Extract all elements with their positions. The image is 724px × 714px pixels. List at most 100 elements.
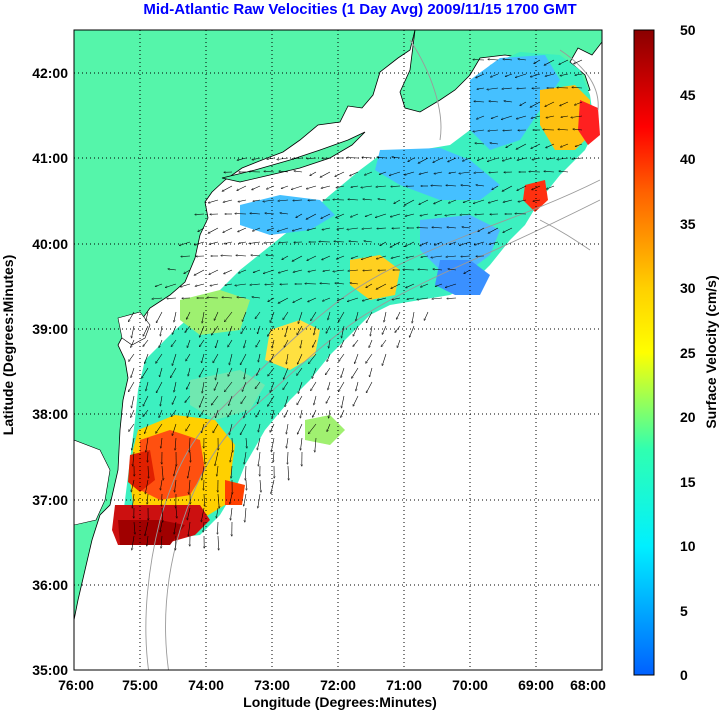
velocity-arrow: [187, 311, 191, 319]
velocity-arrow: [474, 241, 485, 245]
velocity-arrow: [355, 353, 359, 363]
velocity-arrow: [571, 115, 583, 118]
velocity-arrow: [546, 143, 555, 148]
velocity-arrow: [337, 227, 345, 229]
velocity-arrow: [161, 493, 162, 506]
velocity-arrow: [323, 269, 331, 271]
velocity-arrow: [342, 395, 345, 408]
velocity-arrow: [462, 227, 471, 228]
velocity-arrow: [353, 339, 359, 346]
velocity-arrow: [160, 479, 163, 490]
colorbar-tick: 30: [680, 280, 696, 296]
velocity-arrow: [363, 199, 373, 200]
velocity-arrow: [250, 213, 261, 214]
velocity-arrow: [129, 423, 135, 431]
colorbar-label: Surface Velocity (cm/s): [703, 275, 719, 428]
velocity-arrow: [502, 88, 513, 89]
velocity-arrow: [313, 339, 317, 347]
velocity-arrow: [229, 353, 233, 365]
colorbar-tick: 15: [680, 474, 696, 490]
velocity-arrow: [257, 367, 261, 375]
velocity-arrow: [297, 367, 303, 375]
colorbar-tick: 20: [680, 409, 696, 425]
velocity-arrow: [267, 157, 275, 159]
velocity-arrow: [435, 283, 443, 286]
velocity-arrow: [477, 115, 485, 119]
velocity-arrow: [278, 227, 289, 231]
velocity-arrow: [320, 283, 331, 284]
velocity-arrow: [224, 241, 233, 244]
velocity-arrow: [249, 241, 261, 244]
velocity-arrow: [229, 423, 233, 435]
velocity-arrow: [406, 255, 415, 258]
velocity-arrow: [225, 283, 233, 285]
velocity-arrow: [204, 493, 205, 506]
velocity-arrow: [161, 465, 163, 480]
velocity-arrow: [490, 143, 499, 144]
plot-area: [73, 29, 603, 671]
velocity-arrow: [279, 242, 289, 243]
velocity-arrow: [214, 381, 219, 390]
velocity-arrow: [306, 185, 317, 189]
velocity-arrow: [293, 297, 303, 302]
velocity-arrow: [298, 381, 303, 393]
velocity-arrow: [503, 227, 513, 232]
velocity-arrow: [561, 143, 569, 147]
velocity-arrow: [174, 381, 177, 392]
velocity-arrow: [283, 381, 289, 390]
velocity-arrow: [297, 395, 303, 405]
velocity-arrow: [200, 325, 205, 337]
velocity-arrow: [350, 283, 359, 284]
velocity-arrow: [145, 479, 149, 494]
velocity-arrow: [364, 241, 373, 242]
velocity-arrow: [314, 395, 317, 405]
velocity-arrow: [328, 381, 331, 390]
velocity-arrow: [222, 297, 233, 298]
velocity-arrow: [530, 101, 541, 107]
velocity-arrow: [146, 381, 149, 391]
velocity-arrow: [449, 199, 457, 203]
velocity-arrow: [187, 381, 191, 389]
velocity-arrow: [293, 200, 303, 201]
velocity-arrow: [463, 199, 471, 202]
velocity-arrow: [421, 283, 429, 287]
velocity-arrow: [225, 381, 233, 392]
velocity-arrow: [172, 325, 177, 334]
velocity-arrow: [285, 395, 289, 407]
velocity-arrow: [491, 115, 499, 118]
y-tick-label: 38:00: [32, 406, 68, 422]
velocity-arrow: [232, 437, 233, 452]
velocity-arrow: [323, 297, 331, 301]
velocity-arrow: [300, 339, 303, 348]
velocity-arrow: [187, 339, 191, 348]
velocity-arrow: [392, 297, 401, 300]
velocity-arrow: [558, 129, 569, 130]
velocity-arrow: [280, 213, 289, 214]
velocity-arrow: [278, 200, 289, 201]
velocity-arrow: [176, 507, 177, 518]
velocity-arrow: [366, 353, 373, 363]
velocity-arrow: [225, 311, 233, 322]
velocity-arrow: [253, 227, 261, 231]
velocity-arrow: [265, 213, 275, 214]
velocity-arrow: [286, 423, 289, 434]
velocity-arrow: [268, 395, 275, 406]
velocity-arrow: [544, 171, 555, 172]
velocity-arrow: [327, 423, 331, 431]
velocity-arrow: [286, 437, 289, 448]
velocity-arrow: [131, 479, 135, 492]
velocity-arrow: [129, 381, 135, 392]
velocity-arrow: [245, 465, 246, 480]
velocity-arrow: [266, 255, 275, 256]
velocity-arrow: [326, 395, 331, 403]
velocity-arrow: [175, 535, 176, 550]
velocity-arrow: [242, 311, 247, 321]
velocity-arrow: [298, 311, 303, 323]
velocity-arrow: [240, 353, 247, 365]
velocity-arrow: [147, 535, 149, 546]
velocity-arrow: [435, 213, 443, 215]
velocity-arrow: [133, 451, 135, 466]
velocity-arrow: [174, 465, 177, 476]
velocity-arrow: [208, 227, 219, 233]
velocity-arrow: [212, 325, 219, 335]
